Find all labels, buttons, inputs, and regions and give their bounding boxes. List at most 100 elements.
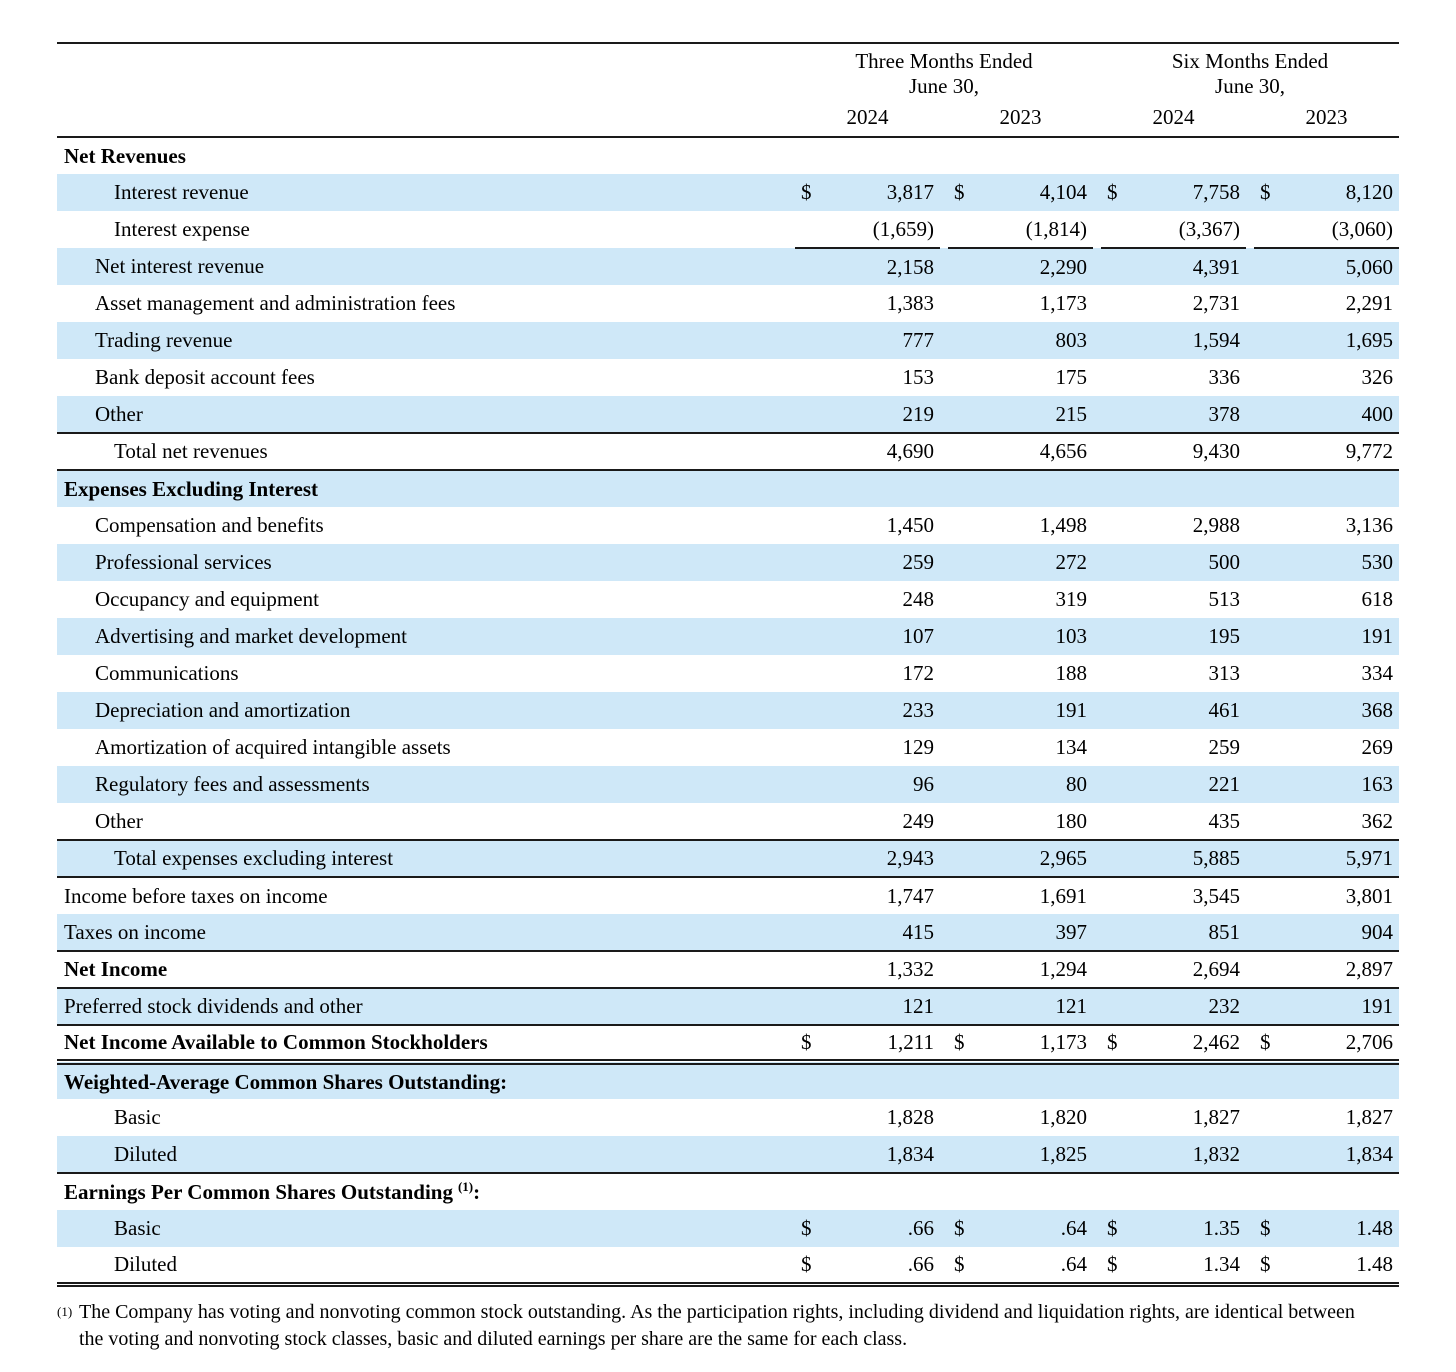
- value-cell: 1,825: [948, 1136, 1094, 1174]
- value-text: 1,211: [887, 1030, 934, 1054]
- column-spacer: [940, 618, 948, 655]
- value-cell: 2,291: [1254, 285, 1399, 322]
- value-cell: 1,173: [948, 285, 1093, 322]
- value-cell: 2,694: [1101, 951, 1247, 989]
- value-text: 3,817: [886, 180, 934, 204]
- column-spacer: [1246, 581, 1254, 618]
- value-text: 1.48: [1356, 1251, 1394, 1276]
- value-text: 153: [902, 365, 935, 389]
- value-cell: [795, 137, 940, 174]
- value-text: 2,731: [1192, 291, 1241, 315]
- row-label: Bank deposit account fees: [95, 365, 315, 389]
- value-text: 2,158: [886, 254, 934, 279]
- value-text: 9,772: [1345, 439, 1394, 463]
- column-spacer: [1093, 470, 1102, 507]
- column-spacer: [1246, 174, 1255, 211]
- table-row: Depreciation and amortization 233 191 461 36…: [57, 692, 1400, 729]
- value-text: 129: [902, 735, 935, 759]
- value-cell: [795, 470, 940, 507]
- column-spacer: [1246, 803, 1254, 840]
- column-spacer: [1246, 839, 1255, 878]
- value-text: 1,827: [1192, 1105, 1241, 1129]
- column-spacer: [1093, 1247, 1102, 1287]
- value-text: 180: [1055, 808, 1088, 833]
- value-cell: 362: [1254, 803, 1399, 840]
- value-cell: 904: [1254, 914, 1400, 952]
- column-spacer: [1093, 359, 1101, 396]
- value-text: 1,691: [1039, 883, 1088, 908]
- value-cell: 313: [1101, 655, 1246, 692]
- row-label: Advertising and market development: [57, 618, 795, 655]
- value-text: 96: [913, 772, 934, 796]
- value-text: 3,136: [1345, 513, 1394, 537]
- column-spacer: [1246, 877, 1254, 914]
- value-text: 5,885: [1192, 846, 1241, 870]
- value-text: 4,104: [1039, 180, 1088, 204]
- column-spacer: [940, 507, 948, 544]
- value-cell: 96: [795, 766, 940, 803]
- column-spacer: [1246, 914, 1255, 952]
- value-text: 259: [902, 550, 935, 574]
- value-cell: $1.34: [1101, 1247, 1247, 1287]
- table-row: Expenses Excluding Interest: [57, 470, 1400, 507]
- value-text: 4,656: [1039, 439, 1088, 463]
- row-label: Expenses Excluding Interest: [57, 470, 795, 507]
- value-cell: 3,545: [1101, 877, 1246, 914]
- value-cell: 134: [948, 729, 1093, 766]
- column-spacer: [1093, 1062, 1102, 1099]
- value-cell: 2,731: [1101, 285, 1246, 322]
- value-text: 80: [1066, 772, 1088, 796]
- income-statement-table: Three Months Ended June 30, Six Months E…: [57, 42, 1400, 1287]
- value-text: 121: [1055, 994, 1088, 1018]
- column-spacer: [940, 322, 948, 359]
- value-cell: 1,820: [948, 1099, 1093, 1136]
- value-text: 530: [1361, 550, 1394, 574]
- row-label: Other: [57, 396, 795, 433]
- value-text: 134: [1055, 735, 1088, 759]
- value-text: 1,294: [1039, 957, 1088, 981]
- row-label: Interest expense: [114, 217, 250, 241]
- value-cell: 461: [1101, 692, 1247, 729]
- value-text: 191: [1361, 994, 1394, 1018]
- column-spacer: [1246, 988, 1255, 1026]
- period-title: Six Months Ended: [1171, 49, 1329, 73]
- value-text: 1,173: [1039, 291, 1088, 315]
- column-spacer: [940, 692, 948, 729]
- row-label: Interest revenue: [57, 174, 795, 211]
- value-cell: 221: [1101, 766, 1247, 803]
- row-label: Other: [95, 808, 143, 833]
- value-cell: 248: [795, 581, 940, 618]
- value-text: 362: [1361, 808, 1394, 833]
- column-spacer: [1093, 285, 1101, 322]
- column-spacer: [1093, 618, 1102, 655]
- column-spacer: [1093, 914, 1102, 952]
- value-text: 326: [1361, 365, 1394, 389]
- value-cell: 400: [1254, 396, 1400, 433]
- value-cell: [948, 470, 1094, 507]
- value-cell: 530: [1254, 544, 1400, 581]
- value-text: 3,545: [1192, 883, 1241, 908]
- value-cell: 163: [1254, 766, 1400, 803]
- column-spacer: [940, 359, 948, 396]
- row-label: Communications: [95, 661, 239, 685]
- period-subtitle: June 30,: [909, 74, 979, 98]
- value-text: 269: [1361, 735, 1394, 759]
- value-text: (3,060): [1331, 216, 1394, 241]
- value-cell: $ .64: [948, 1210, 1094, 1247]
- value-cell: 1,695: [1254, 322, 1400, 359]
- table-row: Advertising and market development 107 103…: [57, 618, 1400, 655]
- dollar-sign: $: [1107, 1216, 1118, 1240]
- value-cell: 4,391: [1101, 248, 1247, 285]
- value-cell: $3,817: [795, 174, 940, 211]
- column-spacer: [1246, 951, 1255, 989]
- column-spacer: [940, 544, 948, 581]
- value-text: 163: [1361, 772, 1394, 796]
- column-spacer: [940, 1210, 948, 1247]
- table-header: Three Months Ended June 30, Six Months E…: [57, 43, 1400, 138]
- value-cell: $ .66: [795, 1247, 940, 1287]
- value-text: 2,897: [1345, 957, 1394, 981]
- value-text: 103: [1055, 624, 1088, 648]
- column-spacer: [940, 248, 948, 285]
- dollar-sign: $: [1260, 1216, 1271, 1240]
